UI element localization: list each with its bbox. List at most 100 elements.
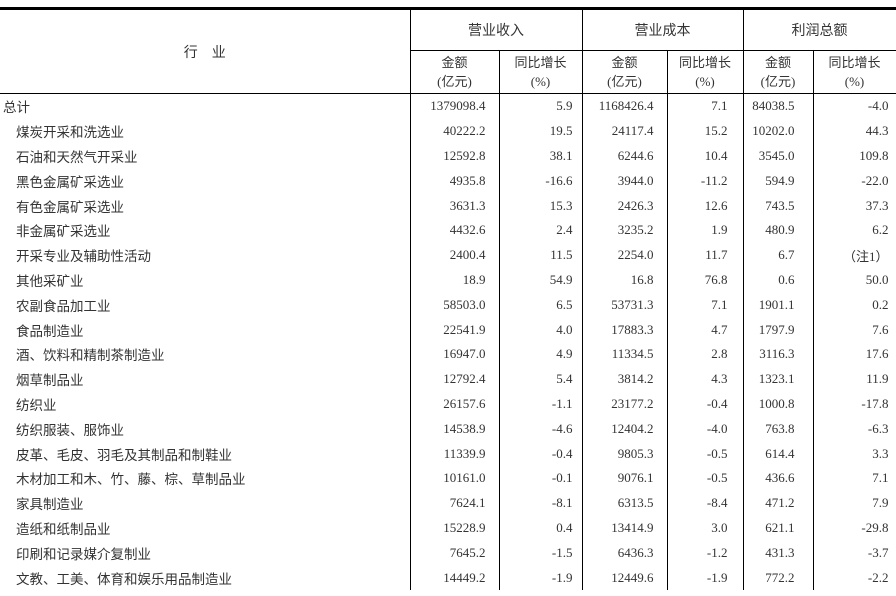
profit-amount: 10202.0	[743, 118, 814, 144]
revenue-amount: 3631.3	[410, 193, 500, 218]
cost-amount: 17883.3	[582, 317, 668, 342]
profit-growth: -17.8	[813, 391, 896, 417]
profit-amount: 743.5	[743, 193, 814, 218]
revenue-amount: 14449.2	[410, 565, 500, 590]
table-row: 黑色金属矿采选业 4935.8 -16.6 3944.0 -11.2 594.9…	[0, 168, 896, 194]
industry-name: 家具制造业	[0, 490, 411, 516]
cost-amount: 13414.9	[582, 515, 668, 541]
table-row: 开采专业及辅助性活动 2400.4 11.5 2254.0 11.7 6.7 （…	[0, 242, 896, 268]
profit-amount: 594.9	[743, 168, 814, 194]
revenue-growth: 5.9	[499, 93, 583, 119]
cost-amount: 12449.6	[582, 565, 668, 590]
table-row: 皮革、毛皮、羽毛及其制品和制鞋业 11339.9 -0.4 9805.3 -0.…	[0, 441, 896, 466]
header-group-revenue: 营业收入	[410, 8, 583, 51]
industry-name: 农副食品加工业	[0, 292, 411, 318]
table-row: 食品制造业 22541.9 4.0 17883.3 4.7 1797.9 7.6	[0, 317, 896, 342]
profit-amount: 436.6	[743, 465, 814, 491]
cost-amount: 9805.3	[582, 441, 668, 466]
industry-name: 开采专业及辅助性活动	[0, 242, 411, 268]
profit-growth: 7.1	[813, 465, 896, 491]
profit-amount: 763.8	[743, 416, 814, 442]
cost-amount: 12404.2	[582, 416, 668, 442]
revenue-amount: 7645.2	[410, 540, 500, 566]
table-row: 木材加工和木、竹、藤、棕、草制品业 10161.0 -0.1 9076.1 -0…	[0, 465, 896, 491]
profit-amount: 431.3	[743, 540, 814, 566]
profit-amount: 621.1	[743, 515, 814, 541]
cost-amount: 6313.5	[582, 490, 668, 516]
profit-growth: （注1）	[813, 242, 896, 268]
revenue-growth: 2.4	[499, 217, 583, 243]
industry-name: 煤炭开采和洗选业	[0, 118, 411, 144]
cost-amount: 6436.3	[582, 540, 668, 566]
revenue-amount: 18.9	[410, 267, 500, 293]
table-row: 酒、饮料和精制茶制造业 16947.0 4.9 11334.5 2.8 3116…	[0, 341, 896, 367]
revenue-growth: -1.9	[499, 565, 583, 590]
profit-amount: 3545.0	[743, 143, 814, 169]
cost-growth: -8.4	[667, 490, 744, 516]
profit-growth: 37.3	[813, 193, 896, 218]
table-row: 烟草制品业 12792.4 5.4 3814.2 4.3 1323.1 11.9	[0, 366, 896, 392]
profit-amount: 772.2	[743, 565, 814, 590]
cost-growth: -1.9	[667, 565, 744, 590]
profit-growth: 17.6	[813, 341, 896, 367]
industry-name: 总计	[0, 93, 411, 119]
cost-growth: 11.7	[667, 242, 744, 268]
revenue-amount: 16947.0	[410, 341, 500, 367]
cost-amount: 11334.5	[582, 341, 668, 367]
profit-growth: 11.9	[813, 366, 896, 392]
cost-amount: 6244.6	[582, 143, 668, 169]
industry-name: 其他采矿业	[0, 267, 411, 293]
header-profit-growth: 同比增长 (%)	[813, 50, 896, 94]
profit-amount: 84038.5	[743, 93, 814, 119]
profit-amount: 1901.1	[743, 292, 814, 318]
revenue-amount: 22541.9	[410, 317, 500, 342]
revenue-amount: 14538.9	[410, 416, 500, 442]
profit-growth: -3.7	[813, 540, 896, 566]
revenue-growth: -4.6	[499, 416, 583, 442]
revenue-amount: 4935.8	[410, 168, 500, 194]
table-row: 有色金属矿采选业 3631.3 15.3 2426.3 12.6 743.5 3…	[0, 193, 896, 218]
industry-finance-table: 行 业 营业收入 营业成本 利润总额 金额 (亿元) 同比增长 (%) 金额 (…	[0, 7, 896, 590]
header-profit-amount: 金额 (亿元)	[743, 50, 814, 94]
header-group-profit: 利润总额	[743, 8, 896, 51]
cost-amount: 23177.2	[582, 391, 668, 417]
profit-growth: 109.8	[813, 143, 896, 169]
table-row: 非金属矿采选业 4432.6 2.4 3235.2 1.9 480.9 6.2	[0, 217, 896, 243]
table-row: 家具制造业 7624.1 -8.1 6313.5 -8.4 471.2 7.9	[0, 490, 896, 516]
industry-name: 有色金属矿采选业	[0, 193, 411, 218]
table-row: 其他采矿业 18.9 54.9 16.8 76.8 0.6 50.0	[0, 267, 896, 293]
revenue-growth: -1.5	[499, 540, 583, 566]
cost-growth: -11.2	[667, 168, 744, 194]
profit-growth: -22.0	[813, 168, 896, 194]
profit-amount: 1323.1	[743, 366, 814, 392]
industry-name: 石油和天然气开采业	[0, 143, 411, 169]
industry-name: 皮革、毛皮、羽毛及其制品和制鞋业	[0, 441, 411, 466]
revenue-amount: 1379098.4	[410, 93, 500, 119]
cost-amount: 53731.3	[582, 292, 668, 318]
profit-amount: 480.9	[743, 217, 814, 243]
profit-amount: 614.4	[743, 441, 814, 466]
table-row: 纺织服装、服饰业 14538.9 -4.6 12404.2 -4.0 763.8…	[0, 416, 896, 442]
revenue-amount: 26157.6	[410, 391, 500, 417]
profit-amount: 471.2	[743, 490, 814, 516]
profit-growth: 6.2	[813, 217, 896, 243]
cost-amount: 3814.2	[582, 366, 668, 392]
revenue-amount: 15228.9	[410, 515, 500, 541]
cost-amount: 3944.0	[582, 168, 668, 194]
profit-amount: 6.7	[743, 242, 814, 268]
header-group-row: 行 业 营业收入 营业成本 利润总额	[0, 8, 896, 94]
table-header: 行 业 营业收入 营业成本 利润总额 金额 (亿元) 同比增长 (%) 金额 (…	[0, 8, 896, 94]
profit-growth: -4.0	[813, 93, 896, 119]
cost-growth: 2.8	[667, 341, 744, 367]
cost-amount: 1168426.4	[582, 93, 668, 119]
industry-name: 木材加工和木、竹、藤、棕、草制品业	[0, 465, 411, 491]
revenue-growth: -16.6	[499, 168, 583, 194]
profit-growth: 44.3	[813, 118, 896, 144]
revenue-amount: 12792.4	[410, 366, 500, 392]
header-industry: 行 业	[0, 8, 411, 94]
header-cost-amount: 金额 (亿元)	[582, 50, 668, 94]
industry-name: 非金属矿采选业	[0, 217, 411, 243]
industry-name: 食品制造业	[0, 317, 411, 342]
header-cost-growth: 同比增长 (%)	[667, 50, 744, 94]
cost-growth: 4.3	[667, 366, 744, 392]
